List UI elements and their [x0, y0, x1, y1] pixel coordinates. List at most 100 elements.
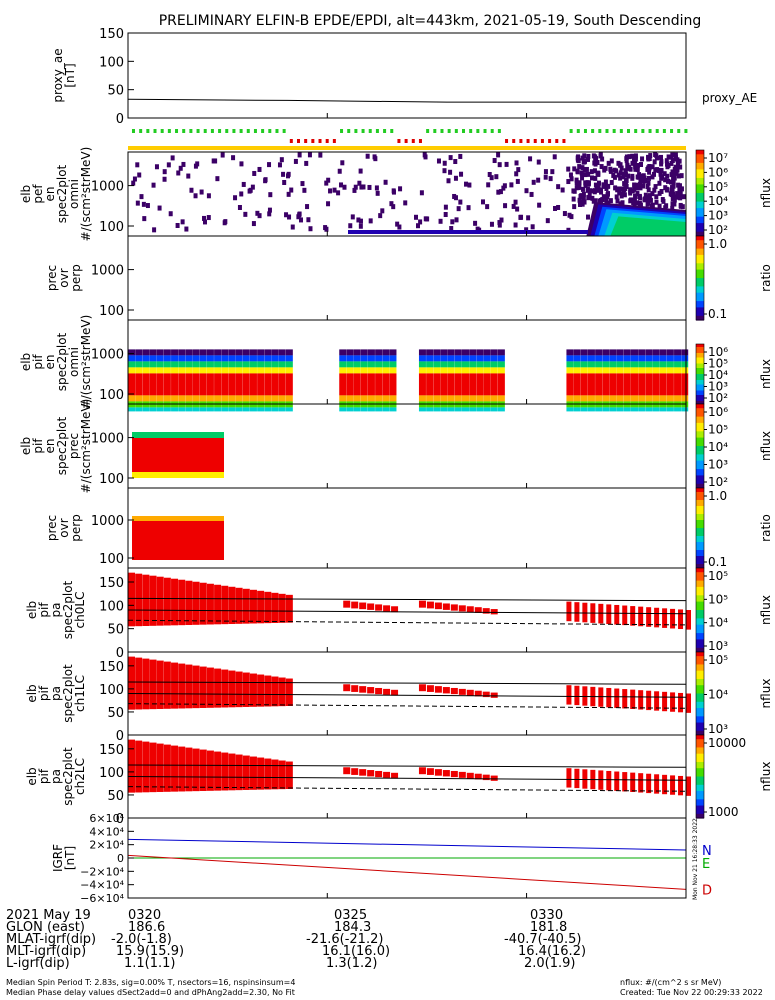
pa-column: [375, 770, 383, 778]
spectrogram-cell: [447, 361, 455, 368]
spectrogram-cell: [573, 355, 581, 362]
colorbar-cell: [696, 254, 704, 258]
spectrogram-cell: [353, 349, 361, 356]
loss-cone-line: [127, 693, 687, 698]
colorbar-cell: [696, 414, 704, 418]
y-tick-label: 2×10⁴: [89, 839, 124, 852]
spectrogram-cell: [278, 367, 286, 374]
spectrogram-cell: [579, 193, 584, 199]
flag-green: [203, 129, 207, 133]
colorbar-cell: [696, 660, 704, 663]
colorbar-cell: [696, 469, 704, 472]
colorbar-cell: [696, 402, 704, 405]
ephemeris-label: GLON (east): [6, 920, 85, 935]
pa-column: [434, 769, 442, 776]
spectrogram-cell: [616, 361, 624, 368]
colorbar-cell: [696, 299, 704, 302]
pa-column: [285, 761, 293, 789]
colorbar-cell: [696, 408, 704, 411]
spectrogram-cell: [185, 367, 193, 374]
flag-red: [634, 139, 638, 143]
spectrogram-cell: [350, 214, 355, 220]
spectrogram-cell: [442, 160, 447, 166]
spectrogram-cell: [490, 407, 498, 412]
spectrogram-cell: [652, 349, 660, 356]
spectrogram-cell: [537, 202, 542, 208]
spectrogram-cell: [526, 215, 531, 221]
spectrogram-cell: [372, 154, 377, 160]
pa-column: [367, 603, 375, 610]
spectrogram-cell: [149, 373, 157, 396]
y-tick-label: 150: [99, 27, 124, 42]
y-axis-label: perp: [69, 514, 83, 542]
colorbar-cell: [696, 412, 704, 416]
spectrogram-cell: [453, 159, 458, 165]
spectrogram-cell: [360, 395, 368, 402]
spectrogram-cell: [353, 373, 361, 396]
spectrogram-cell: [483, 355, 491, 362]
spectrogram-cell: [397, 224, 402, 230]
colorbar-tick-label: 10³: [708, 380, 728, 394]
spectrogram-cell: [593, 158, 598, 164]
colorbar-cell: [696, 791, 704, 794]
spectrogram-cell: [674, 349, 682, 356]
flag-green: [634, 129, 638, 133]
flag-green: [175, 129, 179, 133]
spectrogram-cell: [389, 395, 397, 402]
spectrogram-cell: [490, 361, 498, 368]
pa-column: [670, 775, 676, 795]
spectrogram-cell: [271, 355, 279, 362]
colorbar-cell: [696, 393, 704, 396]
spectrogram-cell: [646, 187, 651, 193]
flag-green: [440, 129, 444, 133]
pa-column: [678, 775, 684, 796]
spectrogram-cell: [573, 395, 581, 402]
spectrogram-cell: [659, 159, 664, 165]
colorbar-cell: [696, 225, 704, 228]
spectrogram-cell: [625, 164, 630, 170]
spectrogram-cell: [594, 156, 599, 162]
colorbar-cell: [696, 439, 704, 443]
spectrogram-cell: [185, 355, 193, 362]
colorbar-cell: [696, 536, 704, 539]
colorbar-cell: [696, 218, 704, 222]
pa-column: [646, 690, 652, 711]
y-tick-label: 1000: [91, 514, 124, 529]
colorbar-cell: [696, 313, 704, 317]
flag-green: [684, 129, 688, 133]
spectrogram-cell: [638, 395, 646, 402]
y-axis-label: spec2plot: [55, 332, 69, 391]
flag-red: [347, 139, 351, 143]
colorbar-cell: [696, 452, 704, 455]
pa-column: [450, 687, 458, 695]
pa-column: [228, 670, 236, 708]
colorbar-cell: [696, 641, 704, 645]
colorbar-cell: [696, 317, 704, 321]
colorbar-cell: [696, 167, 704, 170]
flag-red: [447, 139, 451, 143]
spectrogram-cell: [193, 193, 198, 199]
colorbar-cell: [696, 735, 704, 738]
spectrogram-cell: [346, 361, 354, 368]
spectrogram-cell: [171, 407, 179, 412]
colorbar-cell: [696, 722, 704, 726]
colorbar-cell: [696, 381, 704, 384]
y-axis-label: ch2LC: [73, 758, 87, 795]
spectrogram-cell: [552, 154, 557, 160]
spectrogram-cell: [630, 188, 635, 194]
spectrogram-cell: [622, 181, 627, 187]
colorbar-cell: [696, 766, 704, 769]
colorbar-tick-label: 10⁵: [708, 569, 728, 583]
pa-column: [426, 601, 434, 609]
flag-red: [182, 139, 186, 143]
spectrogram-cell: [677, 183, 682, 189]
spectrogram-cell: [264, 373, 272, 396]
loss-cone-dashed: [127, 619, 687, 626]
spectrogram-cell: [602, 407, 610, 412]
colorbar-cell: [696, 433, 704, 437]
spectrogram-cell: [221, 361, 229, 368]
colorbar-cell: [696, 471, 704, 474]
spectrogram-cell: [348, 223, 353, 229]
spectrogram-cell: [489, 175, 494, 181]
flag-green: [268, 129, 272, 133]
